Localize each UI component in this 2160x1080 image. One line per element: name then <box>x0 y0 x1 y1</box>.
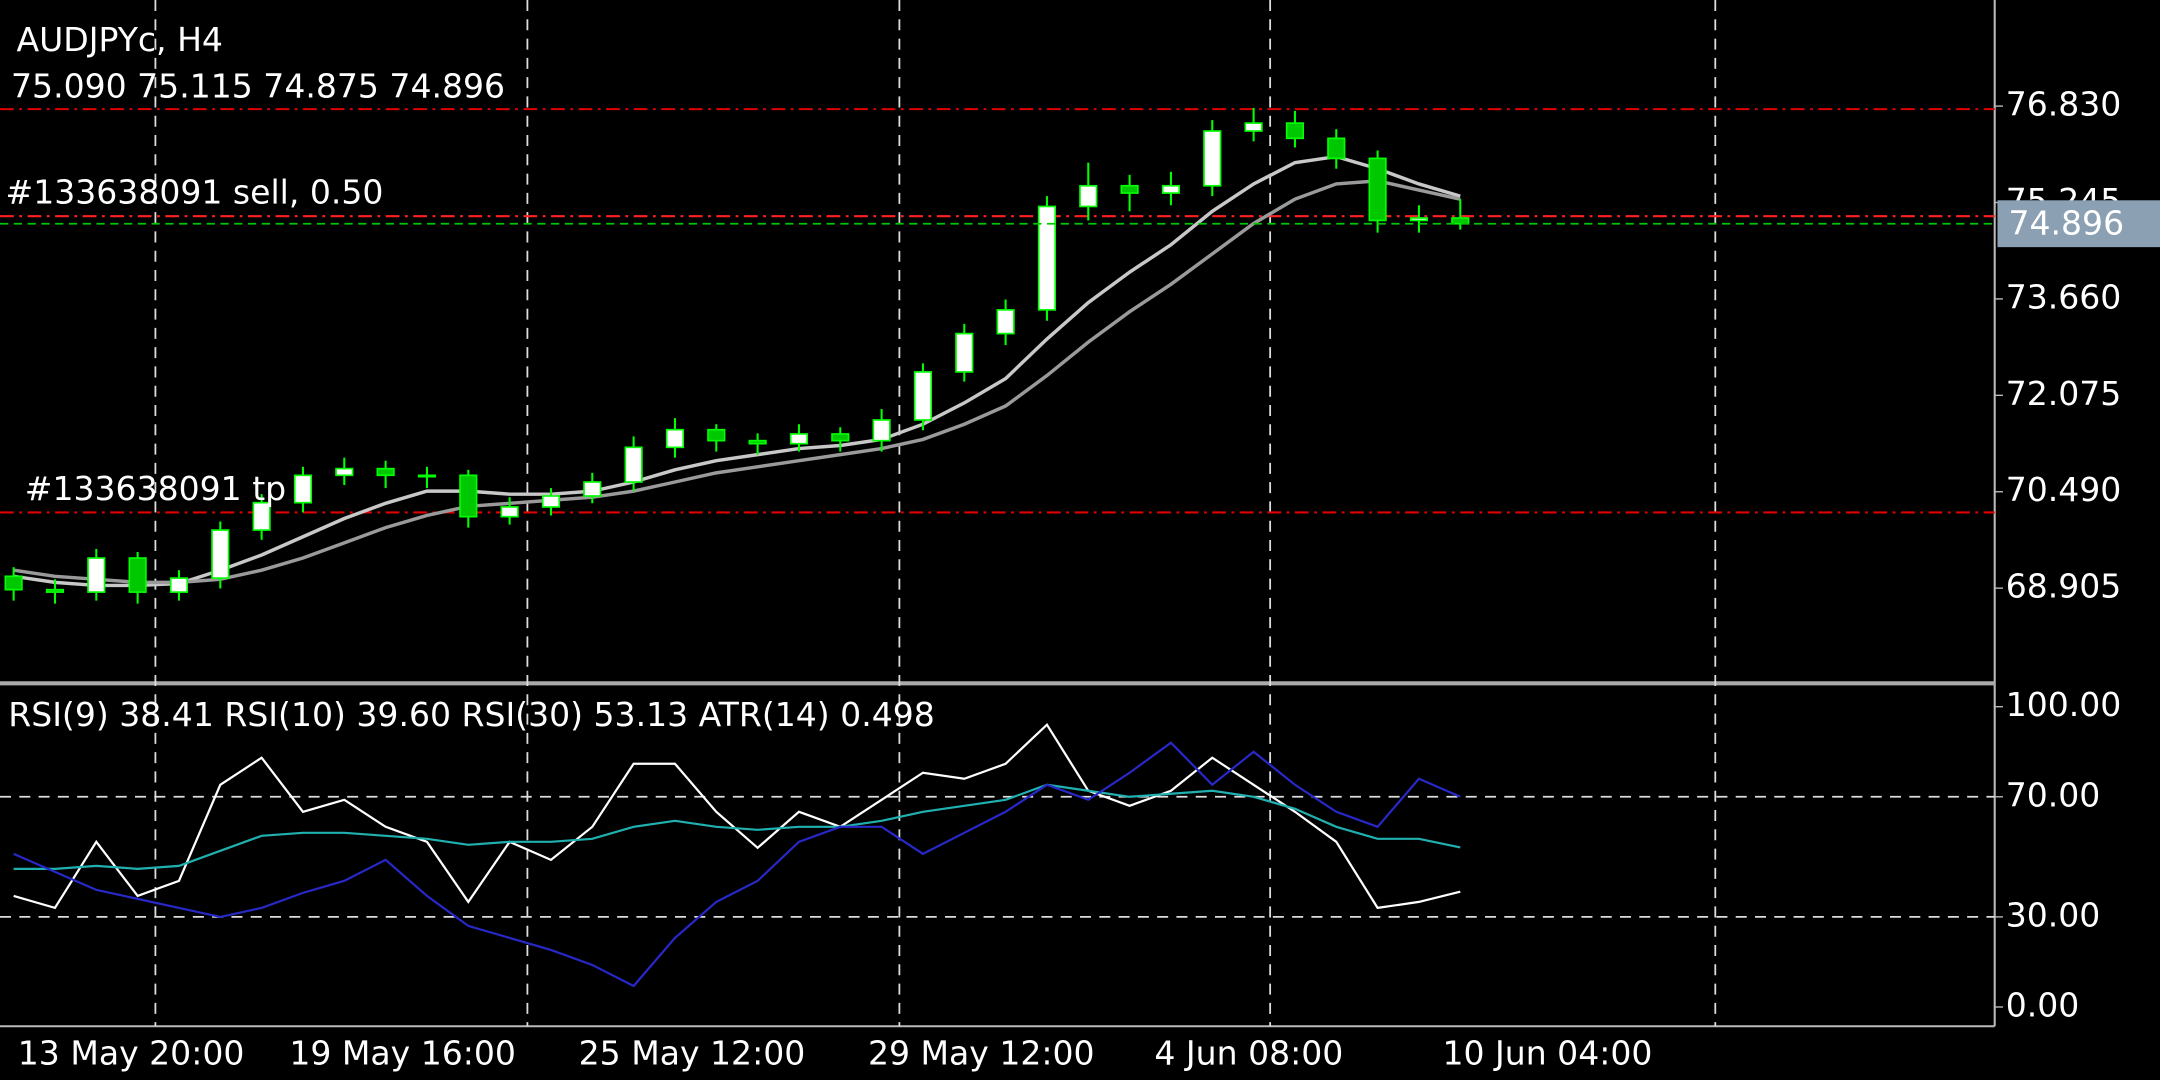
indicator-line <box>13 722 1461 910</box>
candle-body <box>913 371 933 421</box>
moving-average <box>13 179 1461 585</box>
grid <box>0 0 2003 1027</box>
candle-body <box>1161 184 1181 194</box>
ohlc-readout: 75.090 75.115 74.875 74.896 <box>11 67 505 106</box>
last-price-box <box>1997 200 2160 248</box>
x-tick-label: 10 Jun 04:00 <box>1442 1034 1652 1073</box>
candle-body <box>417 474 437 478</box>
candle-body <box>1203 130 1222 187</box>
candle-body <box>624 446 643 483</box>
candle-body <box>665 428 685 449</box>
candle-body <box>1327 137 1346 160</box>
indicator-line <box>13 741 1461 988</box>
y-tick-label: 0.00 <box>2006 985 2080 1024</box>
y-tick-label: 70.00 <box>2006 775 2101 814</box>
y-tick-label: 76.830 <box>2006 85 2122 124</box>
y-tick-label: 68.905 <box>2006 567 2122 606</box>
candle-body <box>293 474 313 504</box>
candle-body <box>955 332 974 373</box>
price-level-label: #133638091 sell, 0.50 <box>6 173 384 212</box>
candle-body <box>583 481 602 497</box>
candle-body <box>128 557 147 593</box>
candle-body <box>872 419 891 442</box>
x-tick-label: 4 Jun 08:00 <box>1154 1034 1343 1073</box>
candle-body <box>335 467 354 477</box>
candle-body <box>1285 122 1305 140</box>
symbol-title: AUDJPYc, H4 <box>17 20 223 59</box>
last-price-label: 74.896 <box>2008 204 2124 243</box>
price-level-label: #133638091 tp <box>25 469 286 508</box>
x-tick-label: 13 May 20:00 <box>18 1034 245 1073</box>
candle-body <box>789 433 809 445</box>
candle-body <box>748 439 767 445</box>
candle-body <box>831 433 850 442</box>
plot <box>0 107 1995 988</box>
candle-body <box>1409 217 1429 222</box>
moving-average <box>13 154 1461 588</box>
x-tick-label: 25 May 12:00 <box>579 1034 806 1073</box>
candle-body <box>252 501 271 531</box>
y-tick-label: 100.00 <box>2006 685 2122 724</box>
candle-body <box>1368 157 1387 222</box>
candle-body <box>500 506 519 518</box>
labels: AUDJPYc, H4 75.090 75.115 74.875 74.896 … <box>6 20 2160 1073</box>
candle-body <box>707 428 726 442</box>
y-tick-label: 70.490 <box>2006 470 2122 509</box>
candle-body <box>376 467 395 477</box>
candle-body <box>1079 184 1098 208</box>
candle-body <box>1037 205 1057 311</box>
y-tick-label: 73.660 <box>2006 277 2122 316</box>
candle-body <box>169 577 189 593</box>
candle-body <box>211 529 230 579</box>
x-tick-label: 29 May 12:00 <box>868 1034 1095 1073</box>
candle-body <box>996 309 1015 335</box>
candle-body <box>541 495 561 508</box>
y-tick-label: 72.075 <box>2006 374 2122 413</box>
candle-body <box>87 557 106 593</box>
candle-body <box>1120 184 1139 194</box>
candle-body <box>45 588 65 593</box>
x-tick-label: 19 May 16:00 <box>289 1034 516 1073</box>
indicator-line <box>13 783 1461 870</box>
y-tick-label: 30.00 <box>2006 895 2101 934</box>
candle-body <box>1244 122 1263 132</box>
candle-body <box>4 575 23 591</box>
indicator-readout: RSI(9) 38.41 RSI(10) 39.60 RSI(30) 53.13… <box>8 695 935 734</box>
candle-body <box>459 474 478 518</box>
